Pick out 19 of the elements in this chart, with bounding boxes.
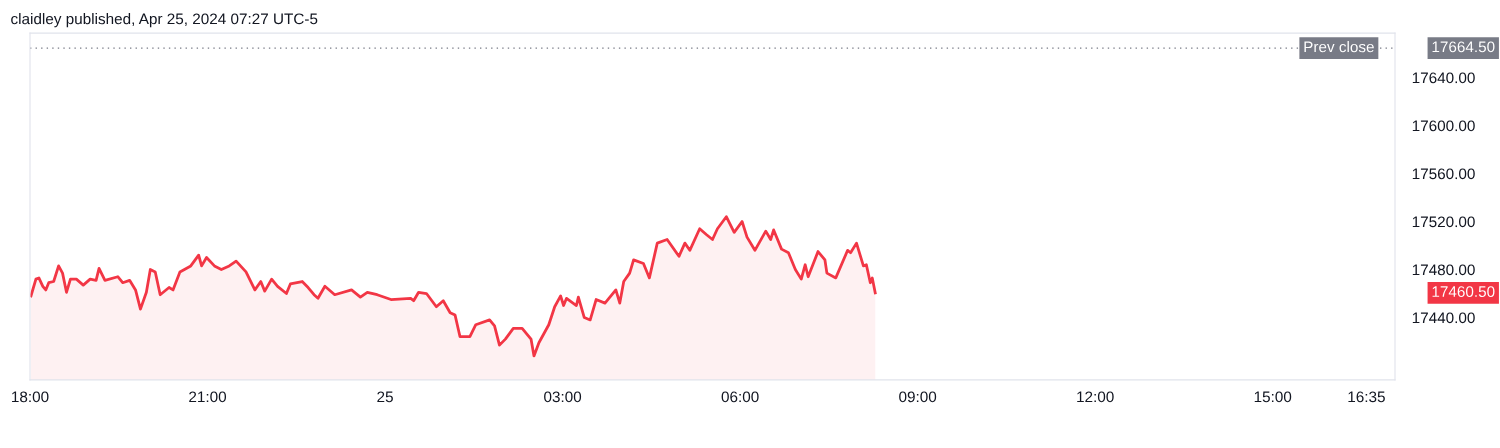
x-tick-label: 12:00	[1077, 391, 1114, 403]
x-tick-label: 16:35	[1348, 391, 1385, 403]
text: 17460.50	[1432, 286, 1495, 298]
x-tick-label: 25	[377, 391, 393, 403]
x-tick-label: 21:00	[189, 391, 227, 403]
y-tick-label: 17520.00	[1412, 216, 1475, 228]
ref-line-label: Prev close	[1304, 41, 1374, 53]
x-tick-label: 09:00	[899, 391, 937, 403]
x-tick-label: 06:00	[721, 391, 759, 403]
x-tick-label: 15:00	[1254, 391, 1292, 403]
y-tick-label: 17640.00	[1412, 72, 1475, 84]
x-tick-label: 18:00	[12, 391, 49, 403]
y-tick-label: 17600.00	[1412, 120, 1475, 132]
chart-title: claidley published, Apr 25, 2024 07:27 UTC-5	[11, 13, 318, 28]
y-tick-label: 17560.00	[1412, 168, 1475, 180]
text: 17664.50	[1432, 41, 1495, 53]
x-tick-label: 03:00	[544, 391, 582, 403]
y-tick-label: 17440.00	[1412, 312, 1475, 324]
y-tick-label: 17480.00	[1412, 264, 1475, 276]
